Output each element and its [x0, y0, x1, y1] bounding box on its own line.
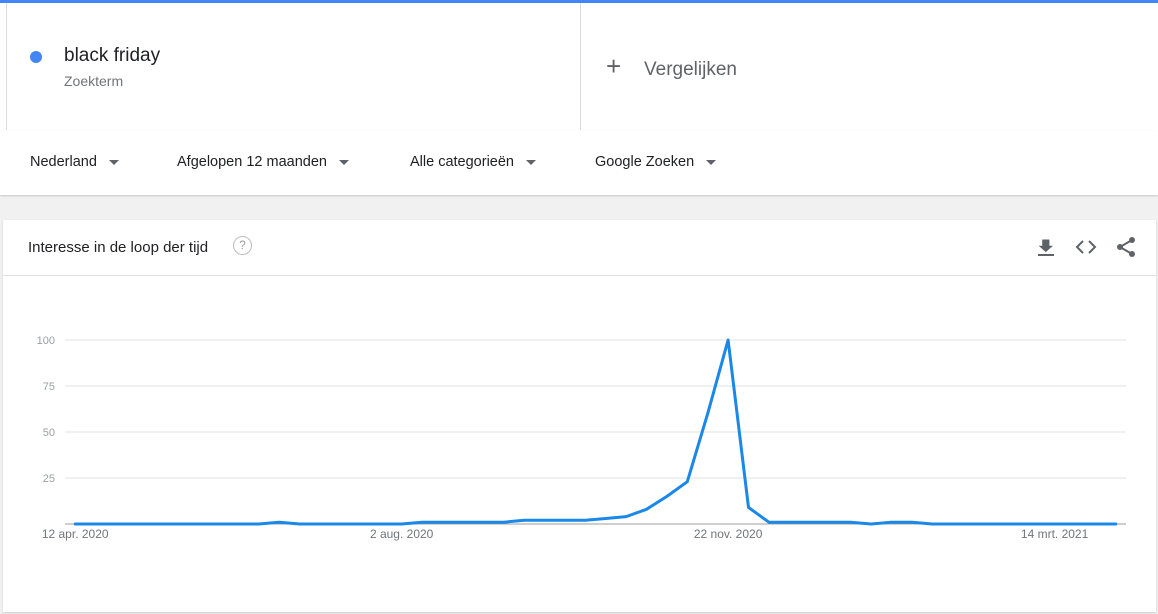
- x-tick-label: 12 apr. 2020: [42, 527, 109, 541]
- series-line: [73, 338, 1118, 526]
- term-color-dot: [30, 51, 42, 63]
- caret-down-icon: [706, 159, 717, 165]
- y-tick-label: 25: [43, 473, 55, 485]
- y-tick-label: 100: [37, 335, 55, 347]
- y-tick-label: 75: [43, 381, 55, 393]
- filter-bar: Nederland Afgelopen 12 maanden Alle cate…: [0, 131, 1158, 195]
- interest-line-chart: 25 50 75 100 12 apr. 2020 2 aug. 2020 22 nov. …: [37, 335, 1126, 541]
- top-accent-line: [0, 0, 1158, 3]
- compare-button[interactable]: + Vergelijken: [580, 3, 1158, 130]
- x-tick-label: 22 nov. 2020: [694, 527, 763, 541]
- caret-down-icon: [338, 159, 349, 165]
- embed-icon[interactable]: [1075, 236, 1097, 258]
- share-icon[interactable]: [1115, 236, 1137, 258]
- card-title: Interesse in de loop der tijd: [28, 239, 209, 256]
- term-type: Zoekterm: [64, 73, 124, 89]
- timerange-dropdown-label: Afgelopen 12 maanden: [177, 154, 327, 170]
- search-type-dropdown-label: Google Zoeken: [595, 154, 695, 170]
- region-dropdown[interactable]: Nederland: [30, 154, 119, 170]
- help-icon[interactable]: ?: [233, 236, 252, 255]
- caret-down-icon: [108, 159, 119, 165]
- region-dropdown-label: Nederland: [30, 154, 97, 170]
- caret-down-icon: [526, 159, 536, 165]
- card-header: Interesse in de loop der tijd ?: [3, 220, 1156, 276]
- term-name[interactable]: black friday: [64, 45, 161, 66]
- x-tick-label: 2 aug. 2020: [370, 527, 434, 541]
- category-dropdown-label: Alle categorieën: [410, 154, 514, 170]
- compare-label: Vergelijken: [644, 59, 737, 80]
- search-term-card[interactable]: black friday Zoekterm: [6, 3, 581, 130]
- search-terms-bar: black friday Zoekterm + Vergelijken: [0, 3, 1158, 132]
- timerange-dropdown[interactable]: Afgelopen 12 maanden: [177, 154, 349, 170]
- plus-icon: +: [606, 51, 622, 81]
- search-type-dropdown[interactable]: Google Zoeken: [595, 154, 717, 170]
- y-tick-label: 50: [43, 427, 55, 439]
- x-tick-label: 14 mrt. 2021: [1021, 527, 1089, 541]
- category-dropdown[interactable]: Alle categorieën: [410, 154, 536, 170]
- interest-over-time-card: Interesse in de loop der tijd ? 25 50 75 10…: [3, 220, 1156, 612]
- download-icon[interactable]: [1035, 236, 1057, 258]
